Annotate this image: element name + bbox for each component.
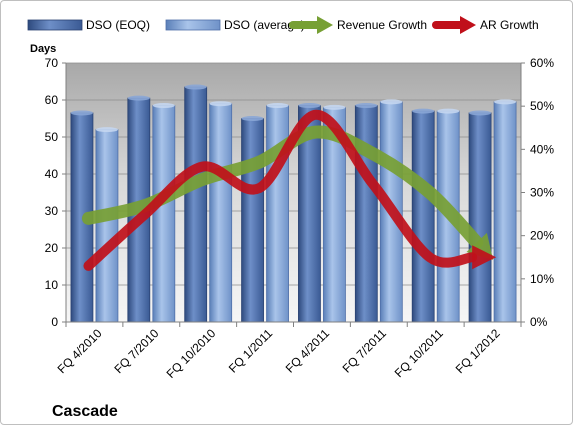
x-tick-label: FQ 1/2012: [453, 326, 503, 376]
legend-swatch-head-revenue-growth: [317, 16, 333, 34]
legend-label-revenue-growth: Revenue Growth: [337, 18, 427, 32]
x-axis-ticks: FQ 4/2010 FQ 7/2010 FQ 10/2010 FQ 1/2011 FQ …: [55, 326, 503, 381]
x-tick-label: FQ 4/2010: [55, 326, 105, 376]
bar-cap: [412, 108, 435, 114]
chart-title: Cascade: [52, 403, 118, 420]
x-tick-label: FQ 7/2010: [111, 326, 161, 376]
legend-swatch-head-ar-growth: [460, 16, 476, 34]
y2-tick-label: 30%: [530, 186, 554, 200]
legend-swatch-dso-eoq: [27, 19, 83, 31]
bar-cap: [355, 103, 378, 109]
bar-cap: [494, 99, 517, 105]
bar-dso-eoq: [241, 118, 264, 323]
bar-dso-average: [152, 105, 176, 323]
y-tick-label: 50: [45, 130, 59, 144]
bar-cap: [469, 110, 492, 116]
y2-tick-label: 50%: [530, 99, 554, 113]
y2-tick-label: 0%: [530, 315, 548, 329]
y-tick-label: 40: [45, 167, 59, 181]
x-tick-label: FQ 1/2011: [226, 326, 276, 376]
bar-dso-average: [209, 103, 233, 323]
y-axis-title: Days: [30, 43, 56, 55]
bar-dso-eoq: [411, 110, 435, 323]
y2-tick-label: 20%: [530, 229, 554, 243]
y2-tick-label: 40%: [530, 142, 554, 156]
bar-dso-eoq: [184, 86, 208, 323]
bar-cap: [298, 103, 321, 109]
bar-cap: [209, 101, 232, 107]
x-tick-label: FQ 4/2011: [283, 326, 333, 376]
legend-label-dso-eoq: DSO (EOQ): [86, 18, 150, 32]
y-axis-ticks: 0 10 20 30 40 50 60 70: [45, 56, 66, 329]
bar-cap: [70, 110, 93, 116]
bar-dso-eoq: [354, 105, 378, 323]
bar-cap: [95, 127, 118, 133]
legend-label-ar-growth: AR Growth: [480, 18, 539, 32]
bar-dso-average: [266, 105, 289, 323]
x-tick-label: FQ 10/2011: [392, 326, 446, 380]
bar-cap: [152, 103, 175, 109]
legend: DSO (EOQ) DSO (average) Revenue Growth AR G…: [27, 16, 539, 34]
ar-growth-arrow: [83, 109, 478, 271]
x-tick-label: FQ 10/2010: [164, 326, 219, 381]
y-tick-label: 30: [45, 204, 59, 218]
bar-cap: [323, 104, 346, 110]
x-tick-label: FQ 7/2011: [340, 326, 390, 376]
legend-swatch-dso-average: [165, 19, 221, 31]
bar-cap: [380, 99, 403, 105]
y2-tick-label: 10%: [530, 272, 554, 286]
y-tick-label: 20: [45, 241, 59, 255]
y-tick-label: 0: [51, 315, 58, 329]
bar-cap: [127, 95, 150, 101]
bar-cap: [437, 108, 460, 114]
legend-label-dso-average: DSO (average): [224, 18, 305, 32]
bar-cap: [241, 116, 264, 121]
y-tick-label: 10: [45, 278, 59, 292]
bar-cap: [184, 84, 207, 90]
bar-dso-average: [95, 129, 119, 323]
growth-arrows: [81, 109, 497, 271]
ar-growth-arrowhead: [472, 245, 497, 270]
bar-dso-eoq: [468, 112, 492, 323]
y2-axis-ticks: 0% 10% 20% 30% 40% 50% 60%: [521, 56, 554, 329]
y-tick-label: 70: [45, 56, 59, 70]
bar-cap: [266, 103, 289, 109]
y2-tick-label: 60%: [530, 56, 554, 70]
bar-dso-average: [493, 101, 517, 323]
y-tick-label: 60: [45, 93, 59, 107]
